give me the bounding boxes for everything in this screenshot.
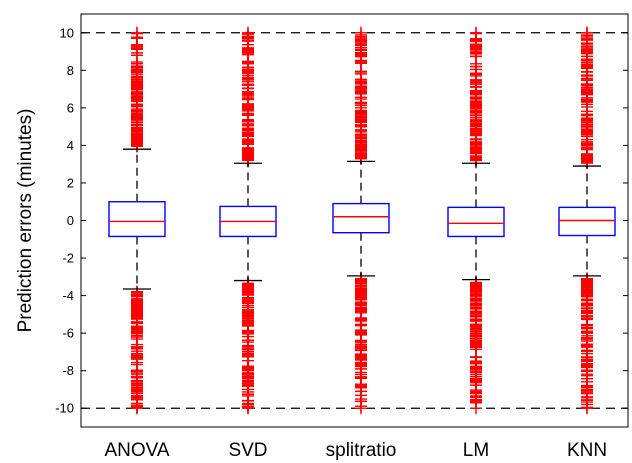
outlier-marker [242, 119, 254, 132]
outlier-marker [131, 342, 143, 355]
outlier-marker [470, 124, 482, 137]
outlier-marker [242, 102, 254, 115]
outlier-marker [355, 104, 367, 117]
outlier-marker [581, 285, 593, 298]
outlier-marker [581, 133, 593, 146]
outlier-marker [581, 383, 593, 396]
outlier-marker [581, 357, 593, 370]
y-tick-label: -8 [62, 363, 74, 378]
y-tick-label: 2 [67, 175, 74, 190]
outlier-marker [131, 323, 143, 336]
y-tick-label: -10 [55, 401, 74, 416]
outlier-marker [470, 50, 482, 63]
outlier-marker [470, 147, 482, 160]
outlier-marker [242, 334, 254, 347]
outlier-marker [242, 295, 254, 308]
outlier-marker [131, 26, 143, 39]
outlier-marker [355, 381, 367, 394]
box-knn [558, 206, 616, 237]
y-tick-label: -6 [62, 326, 74, 341]
outlier-marker [581, 38, 593, 51]
outlier-marker [131, 56, 143, 69]
outlier-marker [355, 354, 367, 367]
outlier-marker [470, 402, 482, 415]
outlier-marker [355, 327, 367, 340]
y-tick-label: 0 [67, 213, 74, 228]
outlier-marker [470, 363, 482, 376]
outlier-marker [242, 402, 254, 415]
outlier-marker [131, 402, 143, 415]
y-axis-title: Prediction errors (minutes) [15, 109, 36, 333]
outlier-marker [242, 26, 254, 39]
outlier-marker [355, 86, 367, 99]
outlier-marker [581, 26, 593, 39]
outlier-marker [355, 26, 367, 39]
y-tick-label: -4 [62, 288, 74, 303]
outlier-marker [131, 42, 143, 55]
outlier-marker [131, 305, 143, 318]
outlier-marker [242, 48, 254, 61]
outlier-marker [131, 289, 143, 302]
outlier-marker [131, 94, 143, 107]
outlier-marker [355, 339, 367, 352]
y-tick-label: 6 [67, 100, 74, 115]
outlier-marker [242, 308, 254, 321]
outlier-marker [470, 328, 482, 341]
x-category-label: SVD [228, 440, 267, 461]
x-category-label: KNN [567, 440, 607, 461]
outlier-marker [470, 351, 482, 364]
outlier-marker [581, 340, 593, 353]
outlier-marker [355, 144, 367, 157]
x-category-label: LM [463, 440, 489, 461]
outlier-marker [470, 63, 482, 76]
box-anova [108, 201, 166, 238]
y-tick-label: 4 [67, 138, 74, 153]
outlier-marker [131, 385, 143, 398]
outlier-marker [131, 127, 143, 140]
box-splitratio [332, 202, 390, 234]
y-tick-label: -2 [62, 251, 74, 266]
outlier-marker [355, 54, 367, 67]
outlier-marker [470, 376, 482, 389]
outlier-marker [355, 291, 367, 304]
y-tick-label: 10 [60, 25, 74, 40]
outlier-marker [131, 66, 143, 79]
outlier-marker [581, 113, 593, 126]
x-category-label: ANOVA [104, 440, 169, 461]
outlier-marker [470, 391, 482, 404]
outlier-marker [470, 339, 482, 352]
outlier-marker [470, 85, 482, 98]
x-category-label: splitratio [326, 440, 397, 461]
outlier-marker [470, 26, 482, 39]
outlier-marker [242, 374, 254, 387]
outlier-marker [581, 152, 593, 165]
outlier-marker [131, 364, 143, 377]
box-lm [447, 206, 505, 238]
outlier-marker [242, 147, 254, 160]
outlier-marker [242, 283, 254, 296]
outlier-marker [470, 295, 482, 308]
outlier-marker [470, 310, 482, 323]
outlier-marker [355, 116, 367, 129]
outlier-marker [581, 87, 593, 100]
outlier-marker [242, 87, 254, 100]
outlier-marker [242, 71, 254, 84]
outlier-marker [355, 402, 367, 415]
outlier-marker [581, 402, 593, 415]
outlier-marker [581, 69, 593, 82]
y-tick-label: 8 [67, 63, 74, 78]
outlier-marker [581, 309, 593, 322]
